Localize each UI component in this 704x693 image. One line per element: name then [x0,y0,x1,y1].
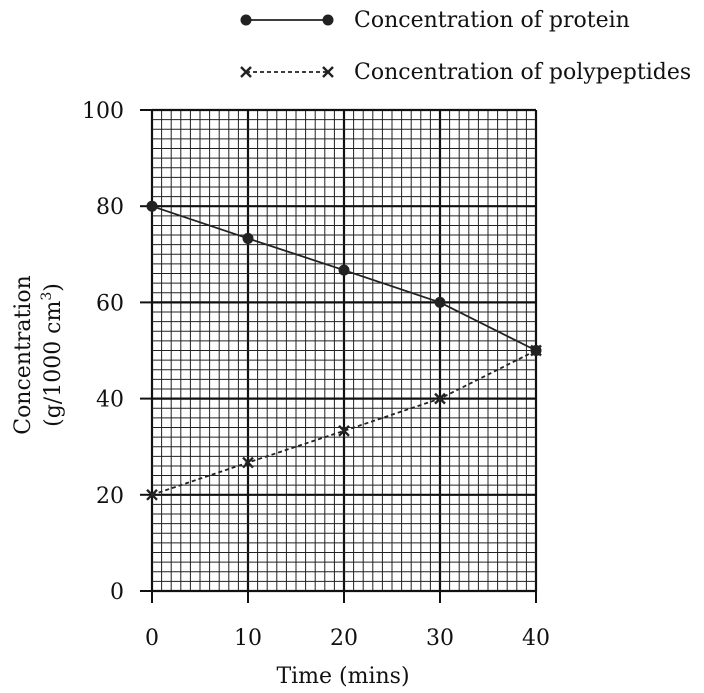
data-point-cross [530,344,542,357]
y-axis-title: Concentration (g/1000 cm3) [11,275,66,435]
series-layer [146,200,542,501]
y-tick-label: 60 [96,291,124,316]
legend-item: Concentration of protein [240,8,630,33]
legend-label: Concentration of polypeptides [354,60,691,85]
x-tick-label: 40 [522,626,550,651]
legend-marker [240,14,252,26]
data-point-cross [146,488,158,501]
cross-stroke [240,66,252,78]
legend-marker [322,66,334,78]
cross-stroke [530,344,542,357]
x-axis-title: Time (mins) [276,664,409,689]
data-point-circle [146,200,158,212]
legend-marker [240,66,252,78]
data-point-circle [242,232,254,244]
x-tick-label: 20 [330,626,358,651]
y-tick-label: 20 [96,484,124,509]
cross-stroke [434,392,446,405]
data-point-cross [338,424,350,437]
data-point-cross [242,456,254,469]
data-point-cross [434,392,446,405]
y-axis-unit-prefix: (g/1000 cm [41,301,66,427]
data-point-circle [434,296,446,308]
legend: Concentration of protein Concentration of… [240,8,691,85]
y-tick-label: 80 [96,195,124,220]
cross-stroke [146,488,158,501]
y-axis-title-line2: (g/1000 cm3) [39,283,66,427]
data-point-circle [338,264,350,276]
legend-item: Concentration of polypeptides [240,60,691,85]
legend-label: Concentration of protein [354,8,630,33]
y-tick-label: 40 [96,388,124,413]
y-tick-label: 100 [82,99,124,124]
y-axis-unit-suffix: ) [41,283,66,292]
legend-marker [322,14,334,26]
series-1 [146,344,542,501]
y-tick-label: 0 [110,580,124,605]
y-axis-unit-superscript: 3 [39,292,55,301]
cross-stroke [338,424,350,437]
x-tick-label: 0 [145,626,159,651]
grid [140,108,538,603]
cross-stroke [322,66,334,78]
y-axis-title-line1: Concentration [11,275,36,435]
tick-labels: 0 10 20 30 40 0 20 40 60 80 100 [82,99,550,651]
x-tick-label: 30 [426,626,454,651]
x-tick-label: 10 [234,626,262,651]
series-line [151,349,537,496]
cross-stroke [242,456,254,469]
